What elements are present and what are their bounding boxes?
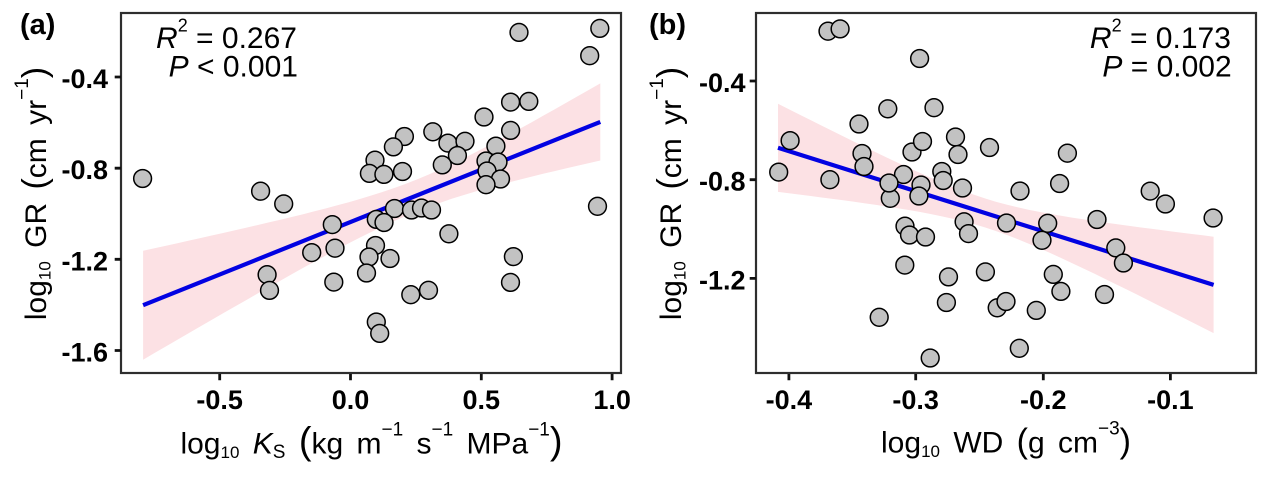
svg-text:-0.3: -0.3: [892, 385, 939, 415]
svg-text:-1.2: -1.2: [699, 265, 746, 295]
svg-text:0.5: 0.5: [463, 385, 501, 415]
svg-text:P = 0.002: P = 0.002: [1102, 51, 1231, 84]
svg-text:-0.4: -0.4: [61, 64, 108, 94]
svg-text:-0.1: -0.1: [1147, 385, 1194, 415]
svg-text:(a): (a): [20, 9, 55, 41]
svg-text:-0.8: -0.8: [61, 155, 108, 185]
svg-text:-0.4: -0.4: [699, 68, 746, 98]
svg-text:(b): (b): [649, 9, 686, 41]
svg-text:P < 0.001: P < 0.001: [169, 51, 298, 84]
svg-text:-0.4: -0.4: [766, 385, 813, 415]
svg-text:0.0: 0.0: [332, 385, 370, 415]
svg-text:1.0: 1.0: [593, 385, 631, 415]
svg-text:R2 = 0.173: R2 = 0.173: [1090, 16, 1231, 56]
svg-text:-0.8: -0.8: [699, 167, 746, 197]
svg-text:log10 KS (kg m−1 s−1 MPa−1): log10 KS (kg m−1 s−1 MPa−1): [180, 420, 562, 464]
svg-text:-0.5: -0.5: [196, 385, 243, 415]
svg-text:-0.2: -0.2: [1020, 385, 1067, 415]
svg-text:-1.6: -1.6: [61, 338, 108, 368]
svg-text:-1.2: -1.2: [61, 246, 108, 276]
svg-text:R2 = 0.267: R2 = 0.267: [156, 16, 297, 56]
